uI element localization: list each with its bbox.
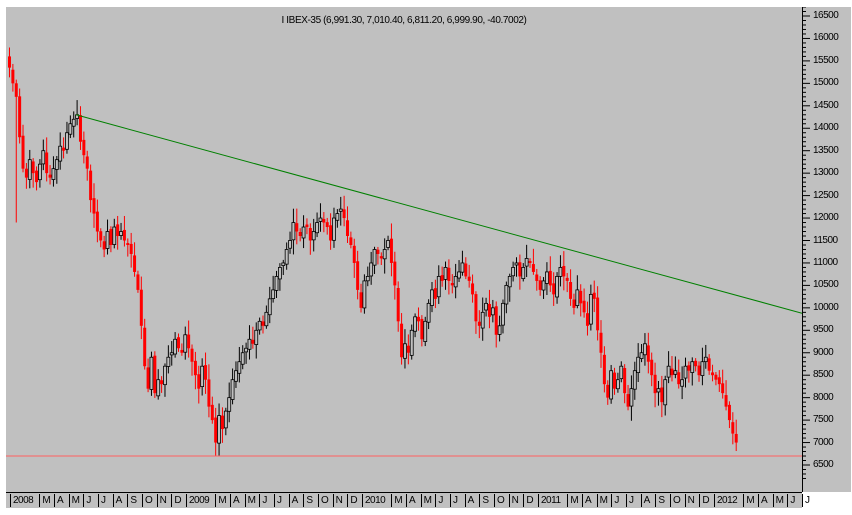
time-label: M [215,494,227,507]
time-label: A [758,494,768,507]
chart-title: I IBEX-35 (6,991.30, 7,010.40, 6,811.20,… [281,15,527,26]
time-label: M [772,494,784,507]
price-label: 14000 [813,122,839,134]
time-label: D [171,494,182,507]
price-label: 14500 [813,99,839,111]
price-label: 13500 [813,144,839,156]
price-axis-ticks [803,7,810,479]
price-label: 10500 [813,279,839,291]
time-label: 2009 [186,494,210,507]
time-label: 2012 [714,494,738,507]
price-label: 8000 [813,391,834,403]
time-label: A [464,494,474,507]
time-label: M [391,494,403,507]
price-label: 13000 [813,167,839,179]
price-label: 11500 [813,234,838,246]
time-label: D [347,494,358,507]
time-label: M [68,494,80,507]
candlestick-series [6,47,802,457]
time-label: A [406,494,416,507]
time-label: J [83,494,91,507]
time-label: J [802,494,810,507]
time-label: 2011 [538,494,561,507]
time-label: N [332,494,343,507]
time-label: S [479,494,489,507]
price-label: 10000 [813,301,839,313]
time-label: 2010 [362,494,386,507]
time-label: M [743,494,755,507]
price-plot-area[interactable]: I IBEX-35 (6,991.30, 7,010.40, 6,811.20,… [6,7,802,492]
time-label: O [670,494,681,507]
time-axis[interactable]: 2008 M A M J J A S O N D 2009 M A M J J A S O N D 2010 M A M J J A S O… [6,492,810,508]
time-label: M [567,494,579,507]
price-label: 16000 [813,32,839,44]
time-label: N [156,494,167,507]
price-label: 7500 [813,414,834,426]
time-label: S [127,494,137,507]
time-label: O [142,494,153,507]
time-label: O [494,494,505,507]
price-label: 12500 [813,189,839,201]
time-label: A [640,494,650,507]
time-label: N [684,494,695,507]
price-label: 15000 [813,77,839,89]
time-label: A [288,494,298,507]
time-label: J [787,494,795,507]
resistance-trendline[interactable] [75,114,802,314]
time-label: M [420,494,432,507]
time-label: A [54,494,64,507]
price-label: 9000 [813,346,834,358]
price-label: 11000 [813,256,838,268]
time-label: J [98,494,106,507]
time-label: M [596,494,608,507]
price-label: 12000 [813,212,839,224]
time-label: J [274,494,282,507]
price-label: 15500 [813,54,839,66]
time-label: J [450,494,458,507]
time-label: 2008 [10,494,34,507]
time-label: A [582,494,592,507]
price-label: 8500 [813,369,834,381]
price-label: 6500 [813,459,834,470]
time-label: A [112,494,122,507]
time-label: O [318,494,329,507]
time-label: M [244,494,256,507]
time-label: J [626,494,634,507]
price-label: 9500 [813,324,834,336]
price-label: 7000 [813,436,834,448]
price-label: 16500 [813,10,839,21]
time-label: J [611,494,619,507]
price-axis[interactable]: 16500 16000 15500 15000 14500 14000 13500 13000… [802,7,851,492]
time-label: A [230,494,240,507]
time-label: D [699,494,710,507]
time-label: S [655,494,665,507]
time-label: D [523,494,534,507]
time-label: M [39,494,51,507]
time-label: N [508,494,519,507]
time-label: J [259,494,267,507]
time-label: J [435,494,443,507]
time-label: S [303,494,313,507]
